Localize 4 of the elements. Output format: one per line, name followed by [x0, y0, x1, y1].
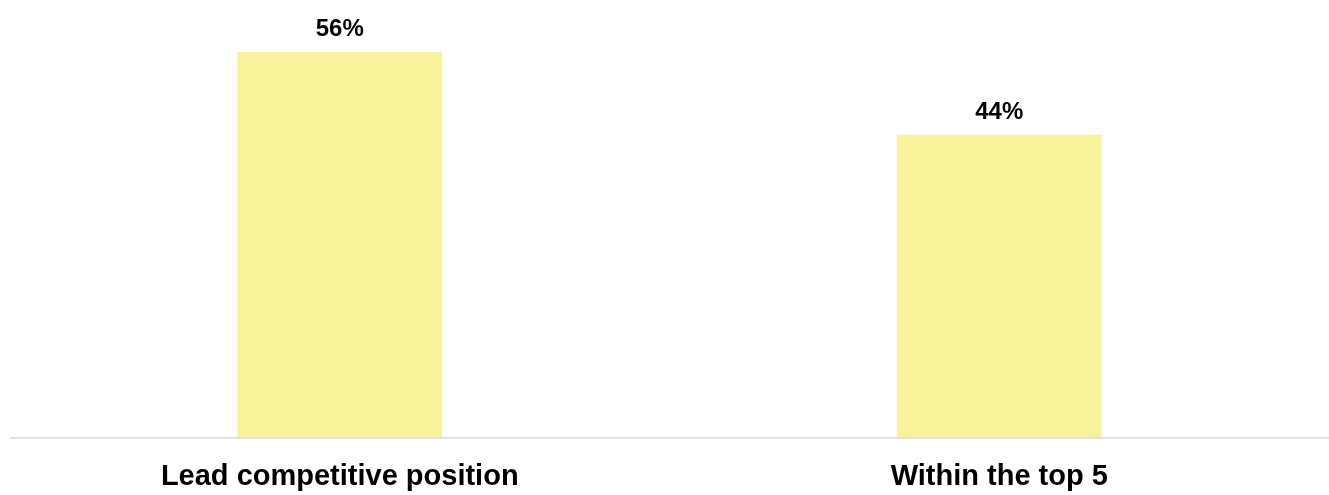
x-tick-label: Lead competitive position: [160, 459, 519, 491]
data-label: 56%: [315, 14, 364, 41]
x-tick-label: Within the top 5: [890, 459, 1108, 491]
data-label: 44%: [975, 96, 1024, 124]
